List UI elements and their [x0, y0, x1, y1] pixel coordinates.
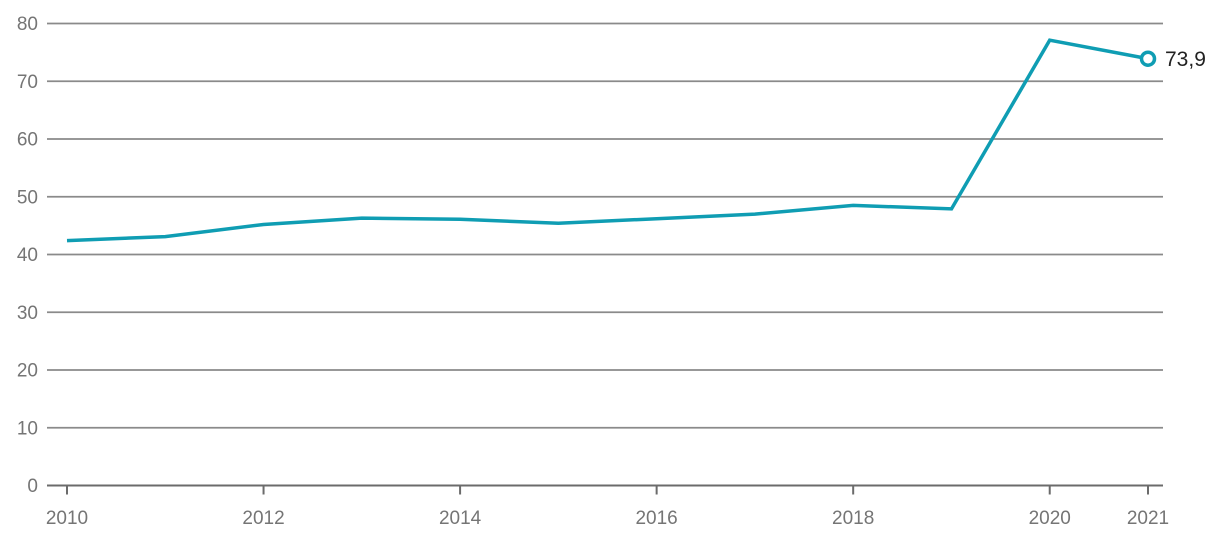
x-ticks-group — [66, 486, 1149, 495]
end-value-label: 73,9 — [1165, 48, 1206, 71]
x-tick-label: 2014 — [439, 508, 482, 529]
y-tick-label: 40 — [17, 245, 38, 266]
y-axis-labels-group: 0 10 20 30 40 50 60 70 80 — [17, 14, 38, 497]
y-tick-label: 70 — [17, 72, 38, 93]
x-tick-label: 2021 — [1127, 508, 1169, 529]
x-axis-labels-group: 2010 2012 2014 2016 2018 2020 2021 — [46, 508, 1169, 529]
data-line — [66, 38, 1149, 243]
y-tick-label: 60 — [17, 130, 38, 151]
y-tick-label: 0 — [27, 476, 38, 497]
x-tick-label: 2020 — [1029, 508, 1071, 529]
y-tick-label: 10 — [17, 418, 38, 439]
x-tick-label: 2016 — [635, 508, 677, 529]
x-tick-label: 2018 — [832, 508, 874, 529]
end-point-marker — [1139, 50, 1157, 67]
y-tick-label: 20 — [17, 361, 38, 382]
x-tick-label: 2010 — [46, 508, 88, 529]
y-tick-label: 30 — [17, 303, 38, 324]
y-tick-label: 50 — [17, 187, 38, 208]
gridlines-group — [47, 22, 1163, 487]
x-tick-label: 2012 — [242, 508, 284, 529]
y-tick-label: 80 — [17, 14, 38, 35]
